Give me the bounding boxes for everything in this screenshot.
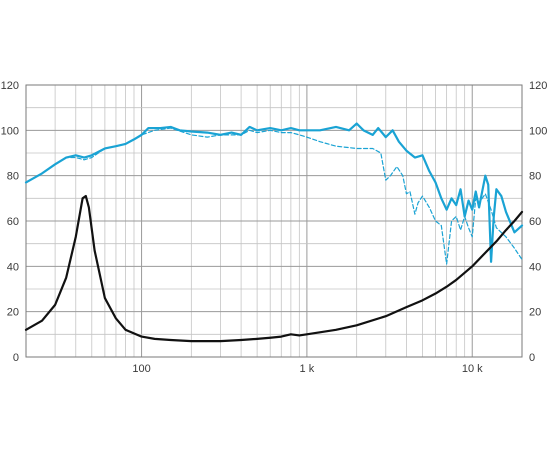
y-tick-label-right: 60 bbox=[529, 216, 541, 228]
y-tick-label-right: 0 bbox=[529, 352, 535, 364]
y-tick-label-left: 40 bbox=[7, 261, 19, 273]
x-tick-label: 1 k bbox=[300, 363, 315, 375]
y-tick-label-right: 80 bbox=[529, 171, 541, 183]
y-tick-label-left: 0 bbox=[13, 352, 19, 364]
plot-frame bbox=[25, 84, 523, 358]
series-layer bbox=[24, 122, 524, 343]
x-tick-label: 10 k bbox=[462, 363, 483, 375]
y-tick-label-left: 120 bbox=[1, 80, 19, 92]
x-tick-label: 100 bbox=[132, 363, 150, 375]
y-tick-label-left: 20 bbox=[7, 307, 19, 319]
y-tick-label-right: 100 bbox=[529, 125, 547, 137]
y-tick-label-left: 60 bbox=[7, 216, 19, 228]
y-ticks-left: 0 20 40 60 80 100 120 bbox=[1, 80, 19, 364]
y-tick-label-right: 40 bbox=[529, 261, 541, 273]
y-ticks-right: 0 20 40 60 80 100 120 bbox=[529, 80, 547, 364]
series-line-2 bbox=[25, 127, 523, 265]
y-tick-label-left: 100 bbox=[1, 125, 19, 137]
y-tick-label-right: 120 bbox=[529, 80, 547, 92]
series-line-1 bbox=[24, 122, 524, 263]
y-tick-label-right: 20 bbox=[529, 307, 541, 319]
y-tick-label-left: 80 bbox=[7, 171, 19, 183]
x-ticks: 100 1 k 10 k bbox=[132, 363, 483, 375]
grid bbox=[25, 85, 523, 357]
series-line-3 bbox=[24, 194, 524, 343]
